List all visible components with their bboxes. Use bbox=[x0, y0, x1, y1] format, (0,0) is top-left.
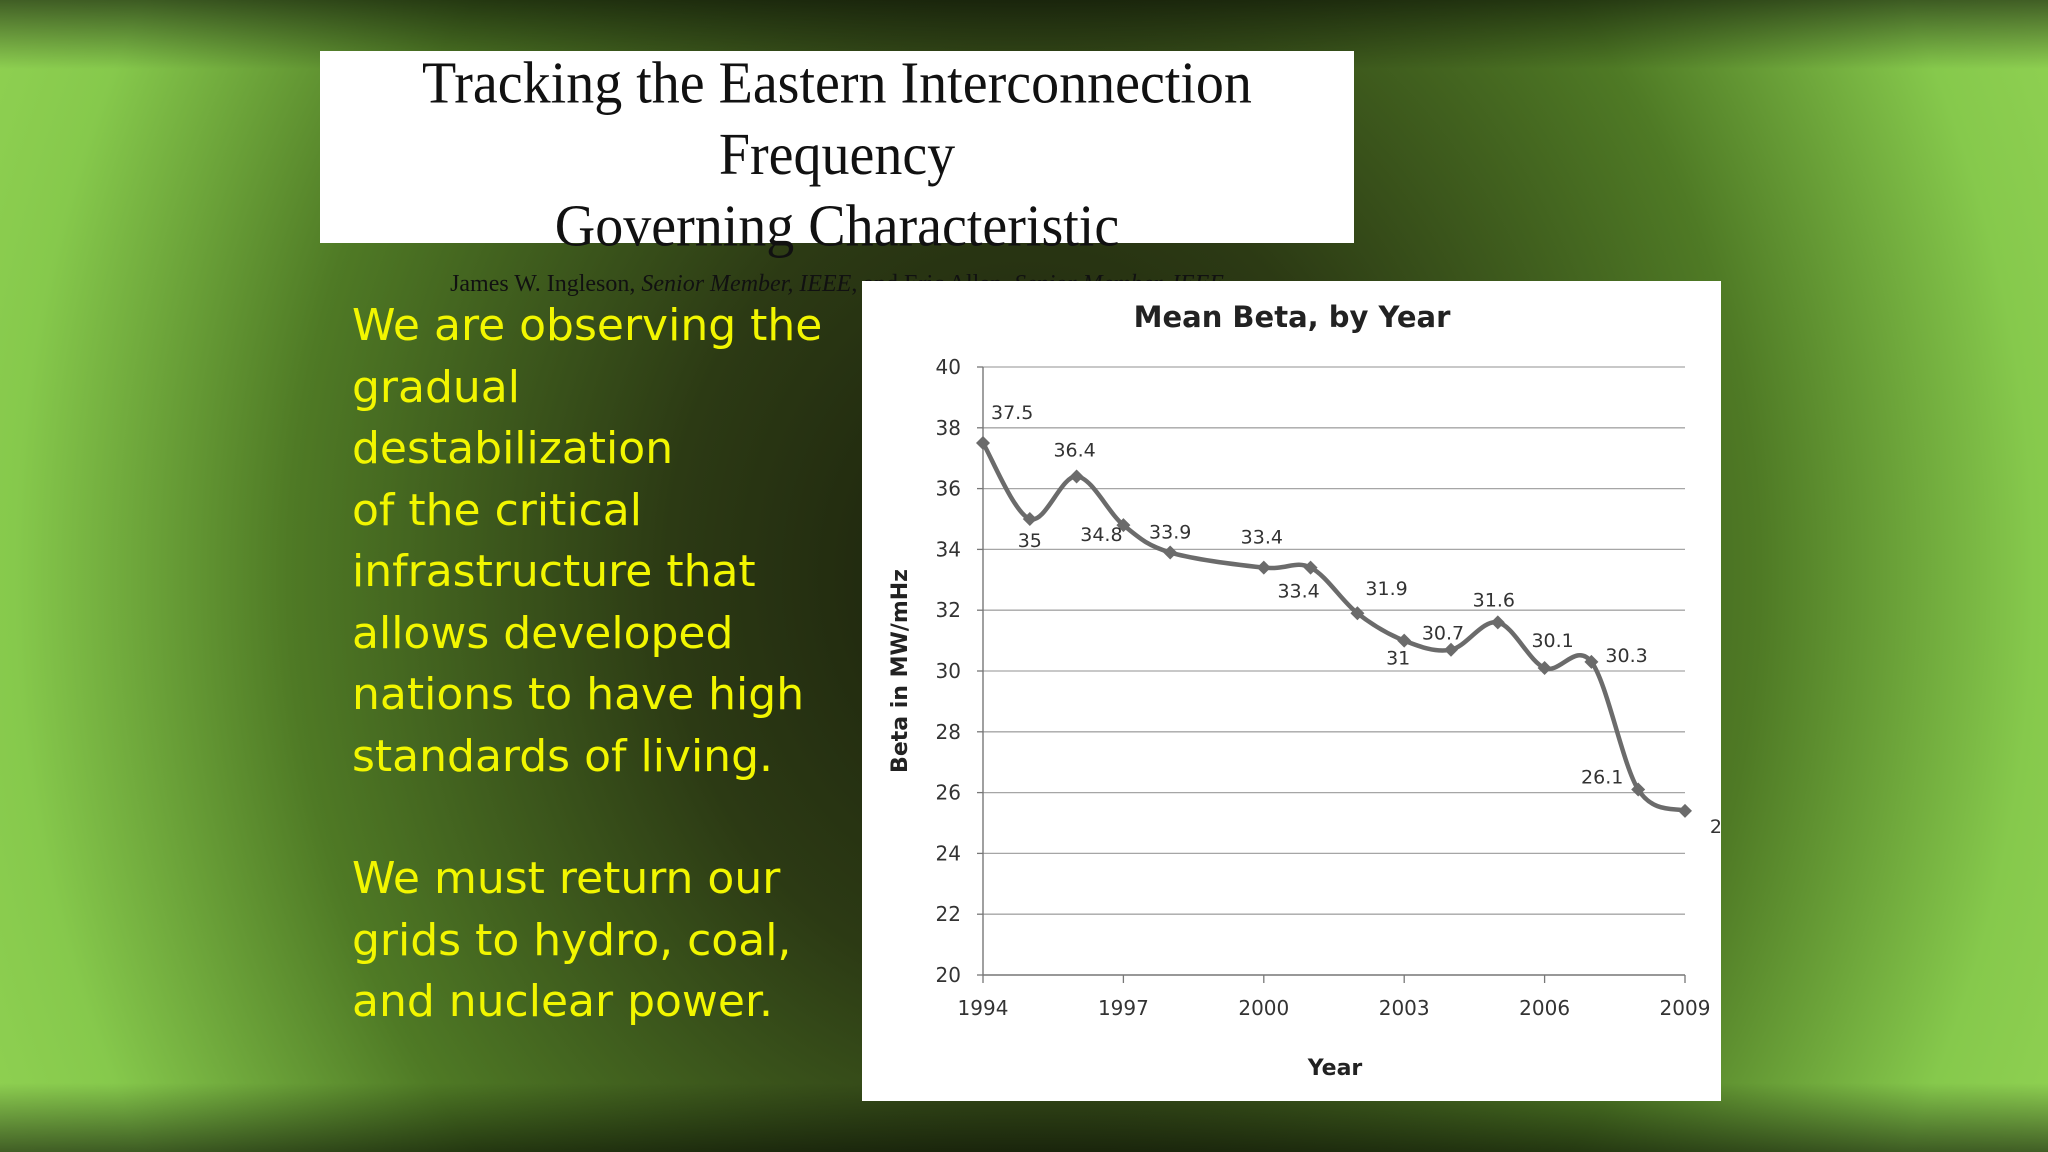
grid-lines bbox=[983, 366, 1685, 915]
data-label: 37.5 bbox=[991, 402, 1033, 424]
y-tick-label: 30 bbox=[936, 659, 961, 683]
paragraph-2: We must return our grids to hydro, coal,… bbox=[352, 848, 852, 1033]
x-tick-label: 2000 bbox=[1238, 996, 1289, 1020]
data-point bbox=[976, 436, 990, 450]
data-label: 25.4 bbox=[1710, 816, 1721, 838]
text-line: grids to hydro, coal, bbox=[352, 914, 792, 966]
author1-role: Senior Member, IEEE bbox=[641, 271, 852, 297]
y-tick-label: 40 bbox=[936, 355, 961, 379]
text-line: nations to have high bbox=[352, 669, 805, 720]
line-chart: Mean Beta, by Year 20 22 24 26 28 30 32 34 36 38 4… bbox=[888, 300, 1721, 1081]
data-label: 33.4 bbox=[1277, 581, 1319, 603]
y-tick-label: 28 bbox=[936, 720, 961, 744]
y-tick-label: 24 bbox=[936, 841, 961, 865]
data-label: 30.7 bbox=[1422, 623, 1464, 645]
y-tick-label: 22 bbox=[936, 902, 961, 926]
text-line: We are observing the bbox=[352, 300, 823, 351]
paper-header: Tracking the Eastern Interconnection Fre… bbox=[320, 51, 1354, 297]
y-tick-label: 36 bbox=[936, 477, 961, 501]
x-tick-label: 2009 bbox=[1660, 996, 1711, 1020]
data-label: 31.9 bbox=[1365, 578, 1407, 600]
data-point bbox=[1303, 560, 1318, 575]
paper-title-line2: Governing Characteristic bbox=[554, 193, 1120, 259]
y-tick-label: 32 bbox=[936, 598, 961, 622]
y-tick-label: 20 bbox=[936, 963, 961, 987]
data-label: 31.6 bbox=[1473, 589, 1515, 611]
data-label: 30.1 bbox=[1531, 630, 1573, 652]
paragraph-1: We are observing the gradual destabiliza… bbox=[352, 295, 852, 787]
data-label: 34.8 bbox=[1080, 524, 1122, 546]
data-point bbox=[1256, 560, 1271, 575]
data-point bbox=[1163, 545, 1178, 560]
data-point bbox=[1631, 782, 1646, 797]
data-point bbox=[1022, 512, 1037, 526]
y-tick-label: 38 bbox=[936, 416, 961, 440]
data-point bbox=[1116, 518, 1131, 533]
chart-panel: Mean Beta, by Year 20 22 24 26 28 30 32 34 36 38 4… bbox=[862, 281, 1721, 1101]
data-point bbox=[1444, 642, 1458, 657]
paper-title: Tracking the Eastern Interconnection Fre… bbox=[320, 48, 1354, 262]
author1-name: James W. Ingleson, bbox=[450, 271, 642, 297]
slide-body-text: We are observing the gradual destabiliza… bbox=[352, 295, 852, 1033]
text-line: standards of living. bbox=[352, 730, 773, 782]
data-point bbox=[1678, 803, 1692, 818]
data-point bbox=[1397, 633, 1412, 648]
text-line: allows developed bbox=[352, 607, 734, 659]
data-label: 26.1 bbox=[1581, 767, 1623, 789]
text-line: We must return our bbox=[352, 853, 781, 904]
data-point bbox=[1490, 615, 1505, 630]
y-tick-label: 34 bbox=[936, 537, 961, 561]
text-line: of the critical bbox=[352, 484, 642, 536]
series bbox=[976, 436, 1692, 818]
data-label: 30.3 bbox=[1605, 645, 1647, 667]
chart-title: Mean Beta, by Year bbox=[1134, 300, 1451, 334]
x-tick-label: 2003 bbox=[1379, 996, 1430, 1020]
data-label: 33.4 bbox=[1241, 527, 1283, 549]
text-line: infrastructure that bbox=[352, 546, 756, 597]
x-tick-label: 1994 bbox=[958, 996, 1009, 1020]
x-tick-label: 1997 bbox=[1098, 996, 1149, 1020]
text-line: and nuclear power. bbox=[352, 976, 774, 1027]
x-tick-label: 2006 bbox=[1519, 996, 1570, 1020]
data-label: 31 bbox=[1386, 648, 1410, 670]
axes: 20 22 24 26 28 30 32 34 36 38 40 1994 1997 2000 2003 20… bbox=[936, 355, 1711, 1020]
y-tick-label: 26 bbox=[936, 781, 961, 805]
paper-title-line1: Tracking the Eastern Interconnection Fre… bbox=[422, 51, 1252, 188]
data-point bbox=[1350, 606, 1365, 621]
series-line bbox=[981, 441, 1686, 814]
y-axis-title: Beta in MW/mHz bbox=[888, 569, 913, 773]
data-point bbox=[1584, 654, 1599, 669]
data-label: 33.9 bbox=[1149, 521, 1191, 543]
paragraph-gap bbox=[352, 787, 852, 848]
data-point bbox=[1069, 469, 1084, 484]
data-point bbox=[1537, 660, 1552, 675]
data-label: 36.4 bbox=[1053, 439, 1095, 461]
text-line: gradual destabilization bbox=[352, 361, 674, 475]
data-labels: 37.5 35 36.4 34.8 33.9 33.4 33.4 31.9 31 30.7 31.6… bbox=[991, 402, 1721, 838]
data-label: 35 bbox=[1018, 530, 1042, 552]
x-axis-title: Year bbox=[1307, 1056, 1363, 1081]
